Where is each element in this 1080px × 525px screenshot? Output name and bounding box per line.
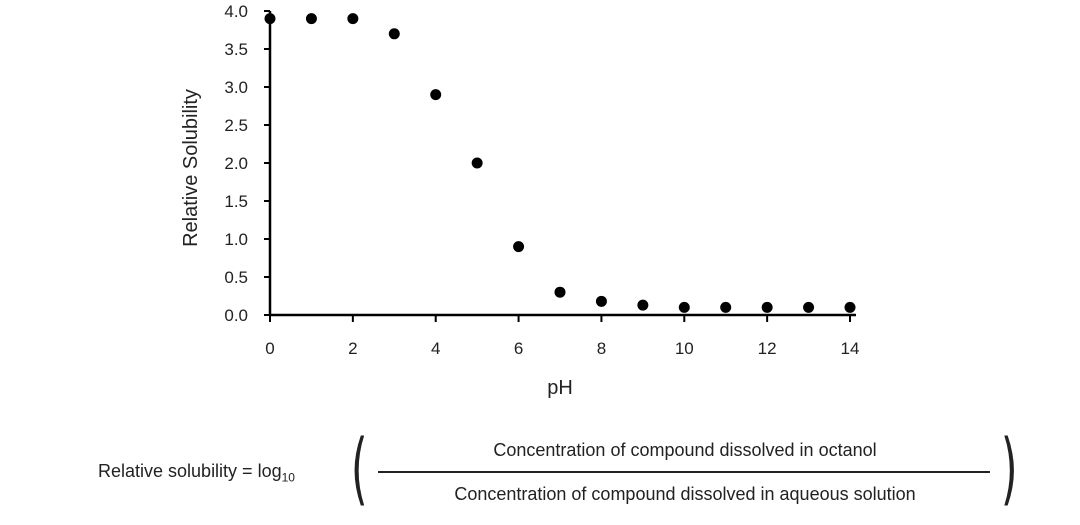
data-point xyxy=(720,301,732,313)
y-tick-label: 0.0 xyxy=(224,306,248,325)
data-point xyxy=(844,301,856,313)
y-tick-label: 4.0 xyxy=(224,2,248,21)
formula-numerator: Concentration of compound dissolved in o… xyxy=(493,440,877,460)
y-tick-label: 0.5 xyxy=(224,268,248,287)
y-tick-label: 1.0 xyxy=(224,230,248,249)
data-point xyxy=(305,13,317,25)
y-tick-label: 3.0 xyxy=(224,78,248,97)
y-axis-ticks: 0.0 0.5 1.0 1.5 2.0 2.5 3.0 3.5 4.0 xyxy=(224,2,270,325)
data-point xyxy=(513,241,525,253)
formula-lhs: Relative solubility = log10 xyxy=(98,461,295,485)
x-tick-label: 10 xyxy=(675,339,694,358)
x-tick-label: 2 xyxy=(348,339,357,358)
data-point xyxy=(595,295,607,307)
data-point xyxy=(678,301,690,313)
data-point xyxy=(388,28,400,40)
right-parenthesis: ) xyxy=(1000,424,1018,514)
x-tick-label: 14 xyxy=(841,339,860,358)
x-tick-label: 8 xyxy=(597,339,606,358)
data-point xyxy=(347,13,359,25)
y-axis-title: Relative Solubility xyxy=(180,89,202,247)
data-point xyxy=(471,157,483,169)
solubility-formula: Relative solubility = log10 ( Concentrat… xyxy=(0,428,1080,518)
x-axis-ticks: 0 2 4 6 8 10 12 14 xyxy=(265,315,859,358)
data-point xyxy=(430,89,442,101)
x-tick-label: 4 xyxy=(431,339,440,358)
data-point xyxy=(637,299,649,311)
x-axis-title: pH xyxy=(547,377,573,399)
x-tick-label: 0 xyxy=(265,339,274,358)
scatter-chart: 0.00.51.01.52.02.53.03.54.0 0 2 4 6 8 10 12 14 … xyxy=(180,2,859,399)
y-tick-label: 3.5 xyxy=(224,40,248,59)
y-tick-label: 2.0 xyxy=(224,154,248,173)
y-tick-label: 2.5 xyxy=(224,116,248,135)
left-parenthesis: ( xyxy=(350,424,368,514)
data-point xyxy=(264,13,276,25)
data-point xyxy=(554,286,566,298)
x-tick-label: 12 xyxy=(758,339,777,358)
formula-denominator: Concentration of compound dissolved in a… xyxy=(454,484,916,504)
data-point xyxy=(761,301,773,313)
x-tick-label: 6 xyxy=(514,339,523,358)
data-points xyxy=(264,13,856,313)
fraction-bar xyxy=(378,471,990,473)
formula-log-base: 10 xyxy=(281,470,295,485)
data-point xyxy=(803,301,815,313)
formula-lhs-text: Relative solubility = log xyxy=(98,461,282,481)
y-tick-label: 1.5 xyxy=(224,192,248,211)
